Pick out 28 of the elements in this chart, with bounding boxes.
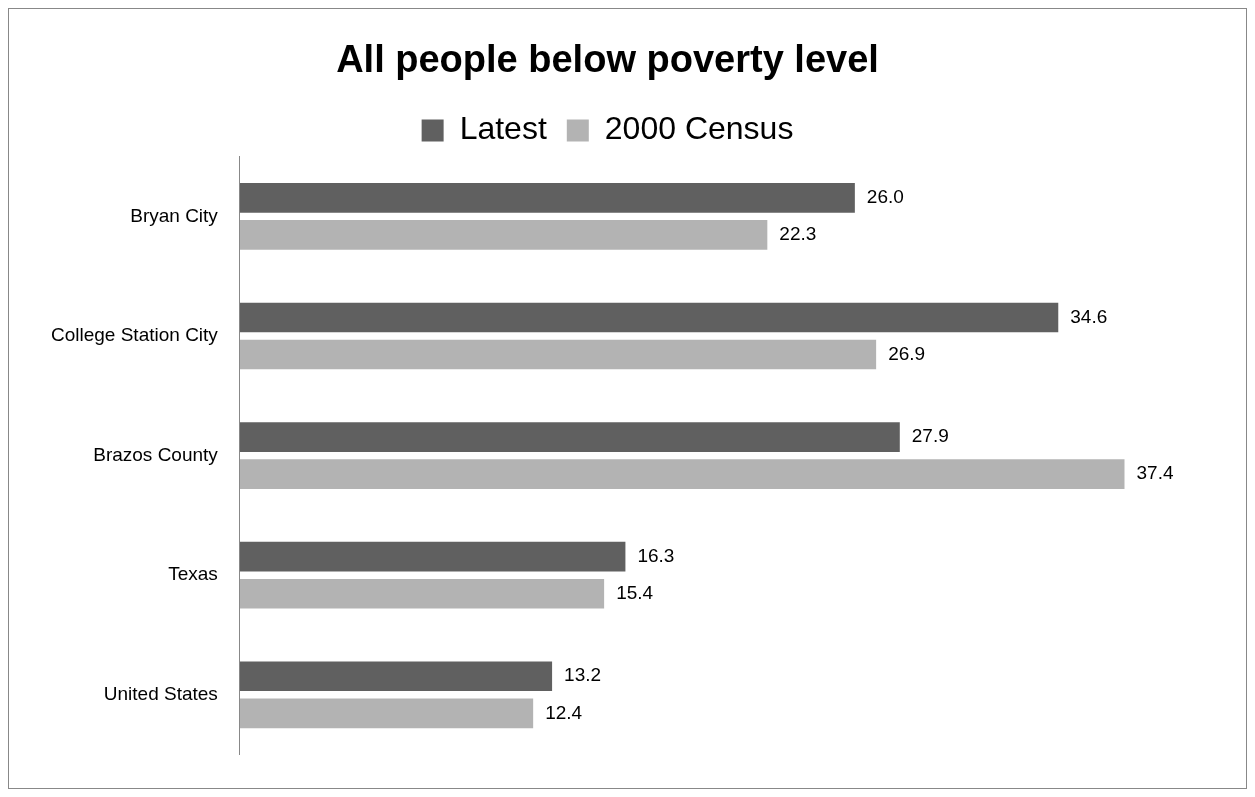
- y-tick-label: Bryan City: [130, 204, 219, 226]
- data-label: 12.4: [545, 701, 583, 723]
- data-label: 34.6: [1070, 305, 1108, 327]
- legend-label: Latest: [459, 110, 547, 147]
- bar: [239, 422, 900, 452]
- data-label: 13.2: [564, 664, 602, 686]
- bar: [239, 339, 877, 370]
- bar: [239, 541, 626, 572]
- data-label: 37.4: [1136, 462, 1174, 484]
- y-tick-label: College Station City: [50, 324, 219, 346]
- y-tick-label: United States: [103, 683, 218, 705]
- bar: [239, 220, 768, 250]
- legend-label: 2000 Census: [604, 110, 794, 147]
- bar: [239, 698, 534, 729]
- data-label: 22.3: [779, 223, 817, 245]
- y-tick-label: Texas: [168, 563, 218, 585]
- data-label: 27.9: [911, 425, 949, 447]
- bar: [239, 302, 1059, 333]
- data-label: 15.4: [616, 581, 654, 603]
- data-label: 16.3: [637, 544, 675, 566]
- bar: [239, 578, 605, 609]
- chart-title: All people below poverty level: [336, 38, 879, 81]
- y-tick-label: Brazos County: [93, 443, 219, 465]
- bar: [239, 459, 1125, 489]
- bar: [239, 183, 855, 213]
- data-label: 26.0: [866, 186, 904, 208]
- bar: [239, 661, 553, 692]
- data-label: 26.9: [888, 342, 926, 364]
